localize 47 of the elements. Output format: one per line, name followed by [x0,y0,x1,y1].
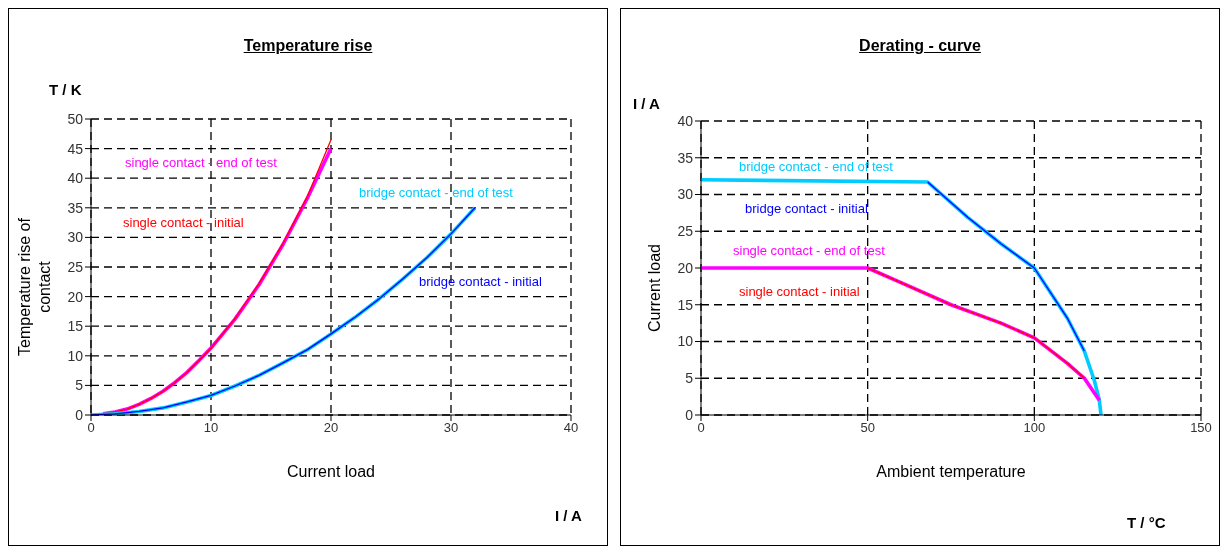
text: single contact - initial [123,215,244,230]
chart-title: Derating - curve [858,37,982,55]
y-tick-label: 25 [67,258,84,275]
y-axis-title: Current load [645,243,664,333]
y-tick-label: 25 [677,223,694,240]
y-tick-label: 30 [67,229,84,246]
y-tick-label: 5 [75,377,84,394]
y-tick-label: 45 [67,140,84,157]
y-tick-label: 10 [67,347,84,364]
x-tick-label: 100 [1023,420,1046,436]
y-tick-label: 10 [677,333,694,350]
y-tick-label: 15 [677,296,694,313]
y-tick-label: 20 [67,288,84,305]
text: T / °C [1127,514,1166,531]
y-tick-label: 0 [75,406,84,423]
x-tick-label: 50 [860,420,875,436]
x-axis-title: Current load [286,463,376,480]
y-tick-label: 35 [677,149,694,166]
series-label: single contact - end of test [733,243,885,258]
chart-title: Temperature rise [242,37,374,55]
text: bridge contact - initial [745,201,868,216]
x-axis-title: Ambient temperature [876,463,1026,480]
text: bridge contact - end of test [359,185,513,200]
x-tick-label: 40 [563,420,579,436]
x-tick-label: 30 [443,420,459,436]
x-tick-label: 0 [87,420,95,436]
y-tick-label: 0 [685,406,694,423]
y-tick-label: 40 [67,170,84,187]
text: single contact - end of test [125,155,277,170]
y-tick-label: 5 [685,370,694,387]
series-label: single contact - initial [739,284,860,299]
y-tick-label: 40 [677,112,694,129]
x-tick-label: 0 [697,420,705,436]
y-tick-label: 50 [67,110,84,127]
x-tick-label: 150 [1190,420,1212,436]
x-tick-label: 10 [203,420,219,436]
text: I / A [555,507,582,524]
text: T / K [49,81,82,98]
y-axis-title: Temperature rise of contact [15,217,54,358]
y-tick-label: 20 [677,259,694,276]
y-tick-label: 15 [67,318,84,335]
series-label: bridge contact - end of test [739,159,893,174]
y-tick-label: 30 [677,186,694,203]
series-label: bridge contact - initial [419,274,542,289]
x-tick-label: 20 [323,420,339,436]
text: I / A [633,95,660,112]
y-tick-label: 35 [67,199,84,216]
